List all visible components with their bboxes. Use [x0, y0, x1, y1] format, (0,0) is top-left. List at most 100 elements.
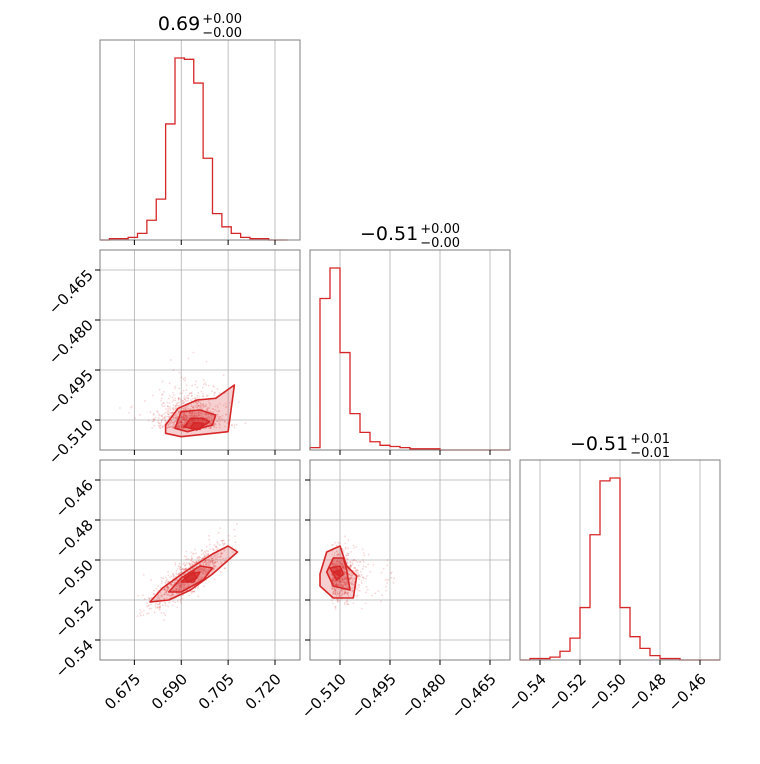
scatter-p1-p2-point: [170, 419, 173, 422]
scatter-p1-p2-point: [182, 414, 185, 416]
scatter-p1-p3-point: [211, 560, 214, 562]
scatter-p2-p3-point: [334, 583, 337, 586]
scatter-p1-p2-point: [182, 424, 184, 427]
scatter-p1-p2-point: [221, 418, 224, 421]
scatter-p1-p3-point: [208, 558, 210, 561]
scatter-p1-p2-point: [207, 384, 210, 387]
scatter-p1-p3-point: [214, 565, 217, 568]
scatter-p1-p2-point: [196, 405, 198, 408]
scatter-p1-p2-point: [159, 424, 162, 427]
scatter-p1-p3-ytick-label-2: −0.50: [52, 556, 97, 601]
scatter-p1-p2-point: [182, 418, 185, 420]
scatter-p2-p3-point: [337, 541, 340, 544]
scatter-p1-p3-point: [180, 595, 183, 598]
scatter-p1-p2-point: [188, 408, 191, 411]
scatter-p2-p3-point: [365, 577, 367, 580]
scatter-p2-p3-point: [393, 577, 396, 580]
scatter-p1-p2-point: [190, 394, 193, 397]
scatter-p1-p2-point: [193, 415, 195, 417]
scatter-p1-p3-point: [164, 602, 167, 605]
scatter-p2-p3-point: [354, 566, 356, 569]
scatter-p1-p2-point: [199, 406, 202, 408]
scatter-p1-p2-point: [167, 426, 170, 429]
scatter-p1-p2-point: [169, 422, 172, 424]
scatter-p2-p3-point: [355, 546, 358, 548]
scatter-p1-p2-point: [176, 415, 179, 418]
scatter-p1-p3-point: [163, 588, 166, 591]
scatter-p1-p3-point: [207, 562, 210, 565]
scatter-p1-p3-point: [220, 561, 223, 564]
scatter-p1-p3-point: [202, 551, 205, 554]
scatter-p2-p3-point: [340, 562, 343, 565]
scatter-p1-p2-point: [193, 402, 195, 404]
scatter-p1-p3-point: [198, 568, 201, 570]
scatter-p2-p3-point: [332, 592, 335, 595]
scatter-p1-p2-point: [183, 418, 186, 421]
scatter-p1-p3-point: [172, 575, 175, 577]
scatter-p1-p2-point: [187, 397, 190, 400]
scatter-p1-p2-point: [183, 408, 185, 410]
scatter-p1-p3-point: [176, 593, 179, 596]
scatter-p1-p3-point: [193, 561, 196, 564]
scatter-p1-p3-point: [199, 563, 202, 566]
scatter-p1-p3-point: [207, 569, 210, 572]
scatter-p1-p3-point: [163, 593, 166, 596]
scatter-p1-p2-point: [205, 408, 208, 411]
scatter-p1-p2-point: [183, 419, 186, 421]
scatter-p1-p2-point: [168, 415, 171, 418]
scatter-p1-p3-point: [221, 552, 224, 555]
scatter-p1-p3-point: [157, 596, 160, 599]
scatter-p1-p3-point: [234, 541, 237, 544]
scatter-p2-p3-point: [341, 566, 344, 568]
scatter-p1-p3-point: [157, 585, 160, 588]
scatter-p1-p3-point: [150, 579, 153, 582]
scatter-p1-p3-point: [180, 585, 183, 588]
scatter-p2-p3-point: [380, 571, 383, 574]
scatter-p1-p2-point: [163, 416, 166, 419]
scatter-p2-p3-point: [337, 579, 340, 582]
scatter-p2-p3-point: [338, 594, 341, 597]
scatter-p1-p3-point: [204, 559, 206, 562]
scatter-p1-p2-point: [169, 409, 172, 411]
scatter-p1-p2-point: [197, 404, 199, 407]
scatter-p1-p2-point: [193, 411, 196, 414]
scatter-p1-p3-point: [204, 555, 207, 558]
scatter-p1-p2-point: [166, 401, 169, 404]
scatter-p1-p2-point: [244, 422, 247, 425]
scatter-p1-p2-point: [129, 406, 132, 409]
scatter-p1-p3-point: [178, 585, 181, 588]
scatter-p1-p3-point: [175, 588, 178, 591]
scatter-p2-p3-point: [351, 563, 354, 566]
scatter-p1-p2-point: [175, 403, 178, 406]
scatter-p1-p2-point: [208, 422, 211, 425]
scatter-p1-p2-point: [178, 427, 181, 429]
scatter-p1-p2-point: [205, 405, 208, 407]
scatter-p2-p3-point: [342, 566, 344, 569]
scatter-p2-p3-point: [332, 580, 335, 583]
scatter-p1-p3-point: [188, 562, 190, 565]
scatter-p1-p2-point: [196, 396, 199, 399]
scatter-p1-p2-point: [139, 413, 141, 416]
scatter-p1-p3-point: [222, 544, 225, 547]
scatter-p1-p2-point: [160, 419, 163, 422]
scatter-p1-p3-point: [203, 570, 206, 573]
scatter-p1-p2-point: [156, 411, 159, 414]
scatter-p2-p3-point: [345, 601, 348, 604]
scatter-p2-p3-point: [334, 588, 337, 591]
scatter-p2-p3-point: [340, 589, 343, 592]
scatter-p2-p3-point: [356, 587, 359, 590]
scatter-p1-p2-point: [198, 411, 200, 414]
scatter-p1-p3-point: [189, 563, 192, 566]
scatter-p1-p2-point: [223, 425, 226, 428]
scatter-p1-p3-point: [216, 556, 219, 558]
scatter-p1-p2-point: [152, 413, 155, 416]
scatter-p1-p2-point: [216, 404, 219, 407]
scatter-p1-p2-point: [204, 405, 207, 407]
scatter-p1-p2-point: [174, 416, 177, 419]
scatter-p1-p2-point: [170, 421, 173, 424]
scatter-p1-p3-point: [219, 558, 222, 561]
scatter-p1-p2-point: [202, 383, 205, 386]
scatter-p2-p3-point: [341, 578, 344, 581]
scatter-p1-p3-point: [178, 585, 181, 588]
